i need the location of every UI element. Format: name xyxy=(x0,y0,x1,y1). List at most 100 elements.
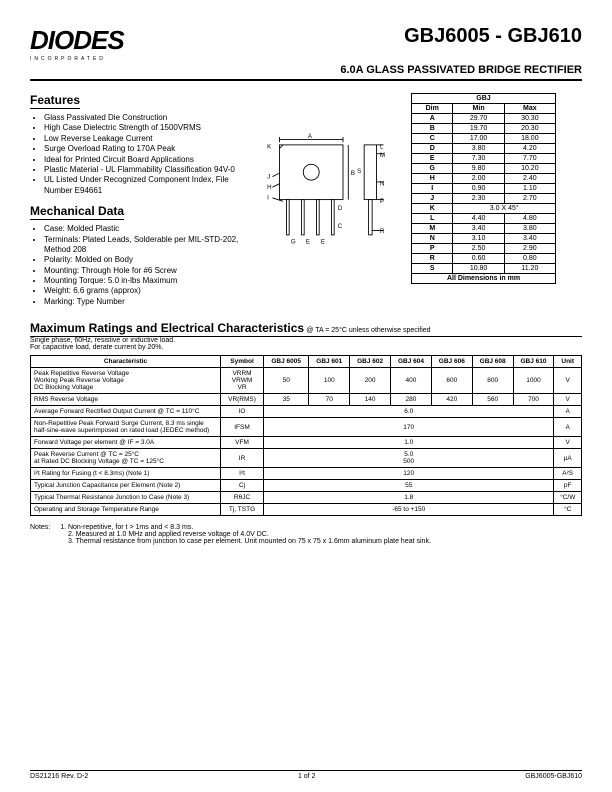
dim-cell: B xyxy=(412,124,453,134)
feature-item: Surge Overload Rating to 170A Peak xyxy=(44,144,245,154)
dim-cell: 2.30 xyxy=(453,194,504,204)
spec-sym: VRRM VRWM VR xyxy=(221,368,264,394)
spec-col: GBJ 601 xyxy=(309,356,350,368)
spec-val: 1.8 xyxy=(264,492,554,504)
spec-sym: IR xyxy=(221,449,264,468)
spec-sym: VR(RMS) xyxy=(221,394,264,406)
spec-val: 140 xyxy=(350,394,391,406)
dim-cell: 2.50 xyxy=(453,244,504,254)
svg-text:A: A xyxy=(308,133,313,140)
spec-unit: °C xyxy=(554,504,582,516)
dim-cell: 2.70 xyxy=(504,194,555,204)
logo: DIODES INCORPORATED xyxy=(30,25,124,62)
mech-item: Mounting: Through Hole for #6 Screw xyxy=(44,266,245,276)
dim-cell: R xyxy=(412,254,453,264)
dim-cell: 3.80 xyxy=(504,224,555,234)
svg-text:D: D xyxy=(338,205,343,212)
footer-right: GBJ6005-GBJ610 xyxy=(525,773,582,780)
dim-k: K xyxy=(412,204,453,214)
spec-val: 200 xyxy=(350,368,391,394)
spec-val: 800 xyxy=(472,368,513,394)
spec-sym: RθJC xyxy=(221,492,264,504)
dim-cell: 4.20 xyxy=(504,144,555,154)
features-list: Glass Passivated Die ConstructionHigh Ca… xyxy=(30,113,245,196)
spec-unit: µA xyxy=(554,449,582,468)
dim-cell: H xyxy=(412,174,453,184)
ratings-note1: Single phase, 60Hz, resistive or inducti… xyxy=(30,337,582,344)
dim-cell: 2.90 xyxy=(504,244,555,254)
spec-val: 600 xyxy=(431,368,472,394)
dim-cell: 4.80 xyxy=(504,214,555,224)
dim-cell: 1.10 xyxy=(504,184,555,194)
mech-item: Mounting Torque: 5.0 in-lbs Maximum xyxy=(44,276,245,286)
spec-unit: V xyxy=(554,394,582,406)
spec-unit: V xyxy=(554,437,582,449)
dim-cell: G xyxy=(412,164,453,174)
dim-col-max: Max xyxy=(504,104,555,114)
dim-cell: 3.10 xyxy=(453,234,504,244)
dim-cell: 10.80 xyxy=(453,264,504,274)
svg-text:J: J xyxy=(267,174,270,181)
note-2: 2. Measured at 1.0 MHz and applied rever… xyxy=(68,531,582,538)
spec-col: Symbol xyxy=(221,356,264,368)
spec-char: Typical Junction Capacitance per Element… xyxy=(31,480,221,492)
spec-sym: VFM xyxy=(221,437,264,449)
ratings-cond: @ TA = 25°C unless otherwise specified xyxy=(306,327,430,334)
dim-cell: M xyxy=(412,224,453,234)
spec-sym: IFSM xyxy=(221,418,264,437)
dim-cell: 19.70 xyxy=(453,124,504,134)
spec-val: 560 xyxy=(472,394,513,406)
spec-val: 6.0 xyxy=(264,406,554,418)
page-title: GBJ6005 - GBJ610 xyxy=(404,25,582,48)
mech-list: Case: Molded PlasticTerminals: Plated Le… xyxy=(30,224,245,307)
dim-cell: 3.40 xyxy=(453,224,504,234)
logo-sub: INCORPORATED xyxy=(30,56,124,62)
mech-item: Polarity: Molded on Body xyxy=(44,255,245,265)
note-1: 1. Non-repetitive, for t > 1ms and < 8.3… xyxy=(60,524,193,531)
dim-cell: 18.00 xyxy=(504,134,555,144)
dim-cell: 20.30 xyxy=(504,124,555,134)
dim-cell: L xyxy=(412,214,453,224)
svg-text:S: S xyxy=(357,168,361,175)
svg-text:B: B xyxy=(351,170,355,177)
dim-cell: A xyxy=(412,114,453,124)
spec-val: 70 xyxy=(309,394,350,406)
svg-text:E: E xyxy=(306,239,310,246)
spec-unit: A²S xyxy=(554,468,582,480)
dim-cell: 7.70 xyxy=(504,154,555,164)
dim-cell: 11.20 xyxy=(504,264,555,274)
dim-cell: 2.40 xyxy=(504,174,555,184)
mech-item: Terminals: Plated Leads, Solderable per … xyxy=(44,235,245,256)
subtitle: 6.0A GLASS PASSIVATED BRIDGE RECTIFIER xyxy=(30,64,582,81)
dim-cell: 4.40 xyxy=(453,214,504,224)
dim-cell: 17.00 xyxy=(453,134,504,144)
dim-cell: S xyxy=(412,264,453,274)
dim-k-val: 3.0 X 45° xyxy=(453,204,556,214)
spec-col: GBJ 604 xyxy=(391,356,432,368)
spec-val: -65 to +150 xyxy=(264,504,554,516)
spec-val: 420 xyxy=(431,394,472,406)
footer-left: DS21216 Rev. D-2 xyxy=(30,773,88,780)
spec-val: 1.0 xyxy=(264,437,554,449)
svg-text:I: I xyxy=(267,195,269,202)
dim-cell: N xyxy=(412,234,453,244)
mech-item: Weight: 6.6 grams (approx) xyxy=(44,286,245,296)
spec-unit: pF xyxy=(554,480,582,492)
spec-char: I²t Rating for Fusing (t < 8.3ms) (Note … xyxy=(31,468,221,480)
spec-val: 120 xyxy=(264,468,554,480)
svg-text:R: R xyxy=(380,228,385,235)
spec-char: Typical Thermal Resistance Junction to C… xyxy=(31,492,221,504)
svg-text:E: E xyxy=(321,239,325,246)
note-3: 3. Thermal resistance from junction to c… xyxy=(68,538,582,545)
spec-col: Unit xyxy=(554,356,582,368)
spec-sym: IO xyxy=(221,406,264,418)
mech-item: Marking: Type Number xyxy=(44,297,245,307)
svg-text:C: C xyxy=(338,223,343,230)
spec-col: GBJ 6005 xyxy=(264,356,309,368)
spec-unit: V xyxy=(554,368,582,394)
dim-cell: 3.80 xyxy=(453,144,504,154)
dim-cell: 30.30 xyxy=(504,114,555,124)
dim-col-dim: Dim xyxy=(412,104,453,114)
spec-char: Non-Repetitive Peak Forward Surge Curren… xyxy=(31,418,221,437)
dim-cell: 0.60 xyxy=(453,254,504,264)
